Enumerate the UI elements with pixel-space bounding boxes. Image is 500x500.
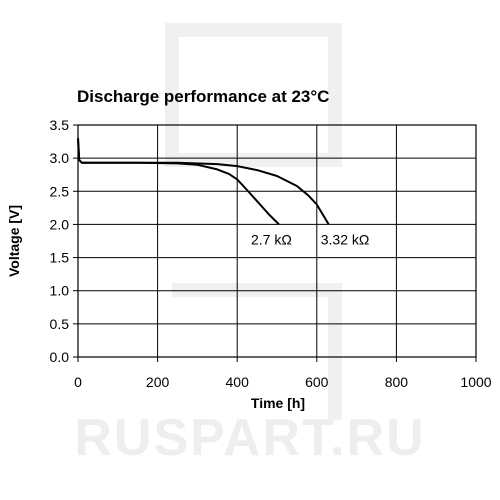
x-tick-label: 400 [226,374,250,390]
watermark-frame-top [165,23,342,167]
y-tick-label: 3.5 [50,117,70,133]
y-tick-label: 3.0 [50,150,70,166]
x-axis-title: Time [h] [251,395,305,411]
series-label-0: 2.7 kΩ [251,231,292,247]
y-tick-label: 0.5 [50,316,70,332]
watermark-frame-bottom [172,283,342,420]
series-labels: 2.7 kΩ 3.32 kΩ [251,231,369,247]
x-tick-label: 200 [146,374,170,390]
series-line-1 [77,138,330,225]
x-tick-label: 1000 [460,374,491,390]
x-tick-label: 800 [385,374,409,390]
watermark-text: RUSPART.RU [74,409,425,467]
chart-title: Discharge performance at 23°C [77,87,329,106]
y-tick-label: 1.5 [50,250,70,266]
plot-area-frame [77,124,477,358]
y-tick-label: 0.0 [50,349,70,365]
watermark-logo: RUSPART.RU [74,23,425,467]
axis-ticks: 0 200 400 600 800 1000 0.0 0.5 1.0 1.5 2.0 2.5 3.0 3.… [50,117,492,390]
y-tick-label: 1.0 [50,283,70,299]
x-tick-label: 0 [74,374,82,390]
x-tick-label: 600 [305,374,329,390]
y-tick-label: 2.5 [50,183,70,199]
y-axis-title: Voltage [V] [6,205,22,277]
y-tick-label: 2.0 [50,216,70,232]
series-lines [77,138,330,226]
series-label-1: 3.32 kΩ [321,231,370,247]
